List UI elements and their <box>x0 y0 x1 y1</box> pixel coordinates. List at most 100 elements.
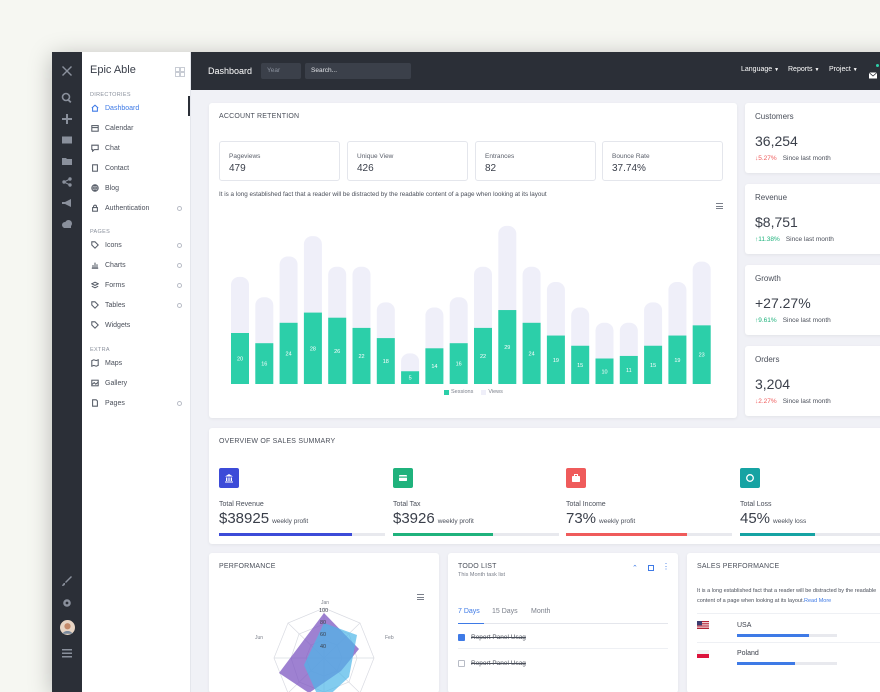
usa-flag-icon <box>697 621 709 629</box>
bar-sessions[interactable] <box>279 322 298 384</box>
bar-sessions[interactable] <box>571 345 590 384</box>
bar-sessions[interactable] <box>328 317 347 384</box>
sidebar-item-forms[interactable]: Forms <box>90 278 182 292</box>
menu-icon[interactable] <box>52 644 82 662</box>
checkbox-unchecked[interactable] <box>458 660 465 667</box>
progress-fill <box>393 533 493 536</box>
metric-change: 2.27% <box>758 398 777 405</box>
folder-icon[interactable] <box>52 152 82 170</box>
chart-menu-icon[interactable] <box>716 203 723 209</box>
bar-sessions[interactable] <box>352 327 371 384</box>
sidebar-item-label: Pages <box>105 399 125 407</box>
sales-total-tax: Total Tax $3926 weekly profit <box>393 468 559 548</box>
sidebar-item-pages[interactable]: Pages <box>90 396 182 410</box>
gear-icon[interactable] <box>52 594 82 612</box>
chevron-up-icon[interactable]: ⌃ <box>632 565 638 572</box>
radar-label-jan: Jan <box>321 600 330 606</box>
sidebar-item-charts[interactable]: Charts <box>90 258 182 272</box>
sidebar-item-tables[interactable]: Tables <box>90 298 182 312</box>
avatar[interactable] <box>52 618 82 636</box>
tab-15-days[interactable]: 15 Days <box>492 608 518 615</box>
expand-indicator <box>177 262 182 268</box>
bar-sessions[interactable] <box>692 325 711 384</box>
bar-sessions[interactable] <box>474 327 492 384</box>
fullscreen-icon[interactable] <box>648 565 654 571</box>
bar-data-label: 29 <box>504 345 510 351</box>
share-icon[interactable] <box>52 173 82 191</box>
close-icon[interactable] <box>52 62 82 80</box>
bar-sessions[interactable] <box>401 371 420 384</box>
bar-sessions[interactable] <box>498 310 517 384</box>
bar-sessions[interactable] <box>376 338 395 384</box>
brush-icon[interactable] <box>52 572 82 590</box>
sidebar-item-widgets[interactable]: Widgets <box>90 318 182 332</box>
sidebar-item-authentication[interactable]: Authentication <box>90 201 182 215</box>
metric-since: Since last month <box>785 236 834 243</box>
retention-bar-chart: 20 16 24 28 26 22 18 5 14 16 22 29 24 19 15 10 11 15 19 23 <box>231 225 711 385</box>
bar-sessions[interactable] <box>546 335 565 384</box>
expand-indicator <box>177 205 182 211</box>
tab-7-days[interactable]: 7 Days <box>458 608 480 615</box>
todo-item[interactable]: Report Panel Usag <box>458 660 526 667</box>
bar-sessions[interactable] <box>595 358 614 385</box>
tag-icon <box>90 301 99 310</box>
chart-menu-icon[interactable] <box>417 594 424 600</box>
file-icon <box>90 399 99 408</box>
sales-sub: weekly profit <box>599 518 636 525</box>
bar-sessions[interactable] <box>522 322 541 384</box>
year-select[interactable]: Year <box>261 63 301 79</box>
bar-sessions[interactable] <box>449 343 468 384</box>
contact-icon <box>90 164 99 173</box>
bar-data-label: 19 <box>674 358 680 364</box>
chart-legend: Sessions Views <box>444 389 503 395</box>
sales-summary-card: OVERVIEW OF SALES SUMMARY Total Revenue … <box>209 428 880 544</box>
bar-sessions[interactable] <box>255 343 274 384</box>
radar-label-feb: Feb <box>385 635 394 641</box>
sidebar-item-dashboard[interactable]: Dashboard <box>90 101 182 115</box>
sidebar-item-contact[interactable]: Contact <box>90 161 182 175</box>
grid-icon[interactable] <box>175 67 185 77</box>
project-menu[interactable]: Project ▼ <box>829 66 858 73</box>
card-title: SALES PERFORMANCE <box>697 563 780 570</box>
bar-sessions[interactable] <box>425 348 444 384</box>
stat-pageviews: Pageviews 479 <box>219 141 340 181</box>
sidebar-item-gallery[interactable]: Gallery <box>90 376 182 390</box>
mail-icon[interactable] <box>52 131 82 149</box>
bar-sessions[interactable] <box>303 312 322 384</box>
more-vertical-icon[interactable]: ⋮ <box>662 562 670 571</box>
search-input[interactable]: Search... <box>305 63 411 79</box>
checkbox-checked[interactable] <box>458 634 465 641</box>
language-menu[interactable]: Language ▼ <box>741 66 779 73</box>
sidebar-item-maps[interactable]: Maps <box>90 356 182 370</box>
metric-since: Since last month <box>782 398 831 405</box>
metric-since: Since last month <box>782 155 831 162</box>
bar-data-label: 24 <box>286 351 292 357</box>
search-icon[interactable] <box>52 89 82 107</box>
reports-menu[interactable]: Reports ▼ <box>788 66 819 73</box>
read-more-link[interactable]: Read More <box>804 598 832 604</box>
legend-views[interactable]: Views <box>481 389 503 395</box>
progress-track <box>393 533 559 536</box>
cloud-download-icon[interactable] <box>52 215 82 233</box>
bar-sessions[interactable] <box>619 355 638 384</box>
reports-menu-label: Reports <box>788 66 813 73</box>
sidebar-item-chat[interactable]: Chat <box>90 141 182 155</box>
image-icon <box>90 379 99 388</box>
tab-month[interactable]: Month <box>531 608 551 615</box>
bar-sessions[interactable] <box>644 345 663 384</box>
card-subtitle: This Month task list <box>458 572 506 578</box>
megaphone-icon[interactable] <box>52 194 82 212</box>
todo-item[interactable]: Report Panel Usag <box>458 634 526 641</box>
mail-icon[interactable] <box>868 64 879 79</box>
bar-sessions[interactable] <box>668 335 687 384</box>
top-bar: Dashboard Year Search... Language ▼ Repo… <box>191 52 880 90</box>
radar-tick: 40 <box>320 644 327 650</box>
briefcase-icon <box>566 468 586 488</box>
legend-sessions[interactable]: Sessions <box>444 389 473 395</box>
sidebar-item-icons[interactable]: Icons <box>90 238 182 252</box>
plus-icon[interactable] <box>52 110 82 128</box>
sidebar-item-calendar[interactable]: Calendar <box>90 121 182 135</box>
sidebar-item-blog[interactable]: Blog <box>90 181 182 195</box>
bar-data-label: 14 <box>431 364 437 370</box>
bar-sessions[interactable] <box>231 333 249 384</box>
